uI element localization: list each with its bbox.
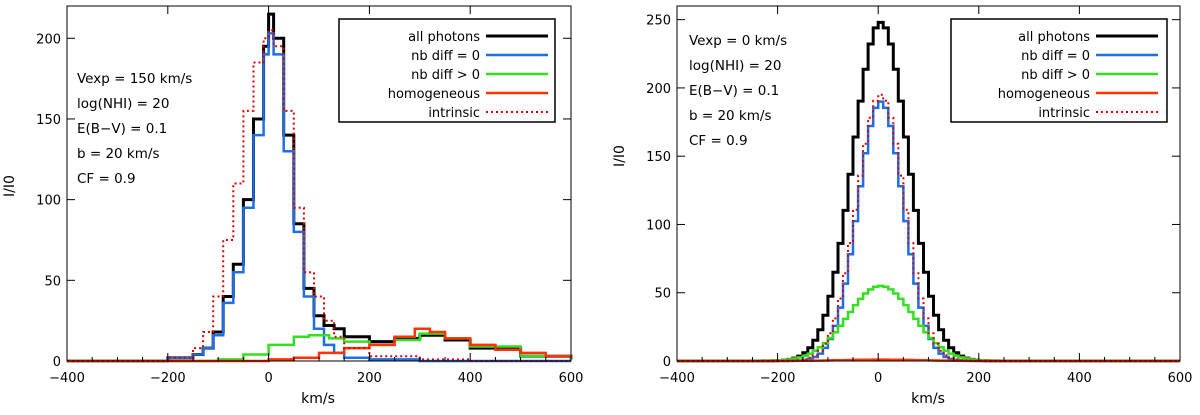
- right-annotation-ebv: E(B−V) = 0.1: [689, 83, 779, 99]
- left-legend-label-homogeneous: homogeneous: [388, 87, 480, 102]
- right-x-tick-label: −400: [659, 371, 695, 386]
- left-series-intrinsic: [67, 29, 571, 362]
- right-y-tick-label: 250: [646, 14, 671, 29]
- left-ticks-layer: −400 −200 0 200 400 600 0 50 100 150 200: [36, 6, 583, 386]
- right-annotation-vexp: Vexp = 0 km/s: [689, 33, 787, 49]
- left-y-tick-label: 150: [36, 113, 61, 128]
- left-annotation-ebv: E(B−V) = 0.1: [77, 121, 167, 137]
- right-x-tick-label: 200: [966, 371, 991, 386]
- right-y-tick-label: 0: [663, 355, 671, 370]
- left-y-tick-label: 50: [44, 274, 61, 289]
- right-ticks-layer: −400 −200 0 200 400 600 0 50 100 150 200 250: [646, 6, 1192, 386]
- left-x-tick-label: 400: [458, 371, 483, 386]
- right-series-nb-diff-0: [677, 100, 1180, 363]
- right-annotation-cf: CF = 0.9: [689, 133, 748, 149]
- left-x-tick-label: 200: [357, 371, 382, 386]
- left-legend-label-all-photons: all photons: [408, 30, 480, 45]
- left-x-axis-title: km/s: [301, 391, 335, 407]
- left-annotation-cf: CF = 0.9: [77, 171, 136, 187]
- right-legend-label-homogeneous: homogeneous: [998, 87, 1090, 102]
- left-x-tick-label: −400: [49, 371, 85, 386]
- left-x-tick-label: 0: [264, 371, 272, 386]
- left-y-tick-label: 200: [36, 32, 61, 47]
- right-y-tick-label: 100: [646, 218, 671, 233]
- right-legend-label-intrinsic: intrinsic: [1038, 106, 1090, 121]
- right-series-intrinsic: [677, 93, 1180, 362]
- left-annotation-b: b = 20 km/s: [77, 146, 159, 162]
- right-x-axis-title: km/s: [911, 391, 945, 407]
- right-legend: all photons nb diff = 0 nb diff > 0 homo…: [950, 18, 1168, 123]
- left-series-homogeneous: [67, 327, 573, 363]
- right-y-axis-title: I/I0: [612, 145, 628, 167]
- left-x-tick-label: −200: [150, 371, 186, 386]
- right-annotations: Vexp = 0 km/s log(NHI) = 20 E(B−V) = 0.1…: [689, 33, 787, 149]
- right-y-tick-label: 50: [654, 287, 671, 302]
- right-y-tick-label: 150: [646, 150, 671, 165]
- left-legend-label-nb-diff-0: nb diff = 0: [411, 49, 480, 64]
- right-x-tick-label: 0: [874, 371, 882, 386]
- left-y-tick-label: 0: [53, 355, 61, 370]
- left-annotation-nhi: log(NHI) = 20: [77, 96, 169, 112]
- right-annotation-nhi: log(NHI) = 20: [689, 58, 781, 74]
- left-legend-label-intrinsic: intrinsic: [428, 106, 480, 121]
- right-legend-label-nb-diff-gt0: nb diff > 0: [1021, 68, 1090, 83]
- right-x-tick-label: 400: [1067, 371, 1092, 386]
- left-annotation-vexp: Vexp = 150 km/s: [77, 71, 192, 87]
- left-chart-panel: −400 −200 0 200 400 600 0 50 100 150 200 km/s I/I0…: [2, 5, 583, 407]
- left-y-tick-label: 100: [36, 194, 61, 209]
- right-y-tick-label: 200: [646, 82, 671, 97]
- right-annotation-b: b = 20 km/s: [689, 108, 771, 124]
- right-chart-panel: −400 −200 0 200 400 600 0 50 100 150 200 250 km/s I…: [612, 5, 1192, 407]
- right-legend-label-nb-diff-0: nb diff = 0: [1021, 49, 1090, 64]
- right-x-tick-label: 600: [1168, 371, 1193, 386]
- right-legend-label-all-photons: all photons: [1018, 30, 1090, 45]
- left-y-axis-title: I/I0: [2, 175, 18, 197]
- left-x-tick-label: 600: [559, 371, 584, 386]
- right-x-tick-label: −200: [760, 371, 796, 386]
- left-annotations: Vexp = 150 km/s log(NHI) = 20 E(B−V) = 0…: [77, 71, 192, 187]
- left-legend-label-nb-diff-gt0: nb diff > 0: [411, 68, 480, 83]
- left-legend: all photons nb diff = 0 nb diff > 0 homo…: [338, 18, 556, 123]
